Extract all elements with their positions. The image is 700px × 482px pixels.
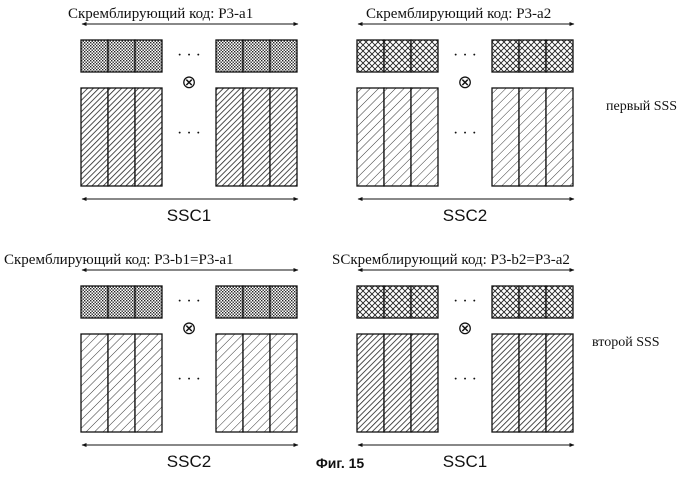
panel-top-right: Скремблирующий код: P3-a2 · · · ⊗ · · · SSC2	[357, 6, 574, 225]
code-cell	[492, 286, 519, 318]
scrambling-code-label: SСкремблирующий код: P3-b2=P3-a2	[332, 252, 570, 268]
code-cell	[357, 40, 384, 72]
code-cell	[108, 40, 135, 72]
code-cell	[519, 286, 546, 318]
code-cell	[546, 286, 573, 318]
sequence-block	[519, 88, 546, 186]
sequence-block	[357, 88, 384, 186]
code-cell	[492, 40, 519, 72]
sequence-block	[492, 88, 519, 186]
multiply-icon: ⊗	[181, 72, 196, 92]
sequence-block	[384, 334, 411, 432]
panel-bottom-right: SСкремблирующий код: P3-b2=P3-a2 · · · ⊗ · …	[332, 252, 574, 471]
code-ellipsis: · · ·	[177, 47, 201, 64]
code-cell	[519, 40, 546, 72]
sequence-block	[108, 334, 135, 432]
sequence-block	[81, 88, 108, 186]
code-cell	[270, 286, 297, 318]
code-cell	[243, 286, 270, 318]
sequence-block	[519, 334, 546, 432]
sequence-block	[243, 88, 270, 186]
code-cell	[243, 40, 270, 72]
sequence-block	[546, 88, 573, 186]
sequence-block	[135, 334, 162, 432]
code-cell	[384, 286, 411, 318]
multiply-icon: ⊗	[457, 318, 472, 338]
block-ellipsis: · · ·	[453, 371, 477, 388]
code-cell	[108, 286, 135, 318]
ssc-label: SSC2	[167, 452, 211, 471]
sequence-block	[384, 88, 411, 186]
scrambling-code-label: Скремблирующий код: P3-b1=P3-a1	[4, 252, 234, 268]
code-ellipsis: · · ·	[453, 47, 477, 64]
block-ellipsis: · · ·	[177, 371, 201, 388]
ssc-label: SSC2	[443, 206, 487, 225]
panels-layer: Скремблирующий код: P3-a1 · · · ⊗ · · · SSC1…	[4, 6, 574, 471]
panel-top-left: Скремблирующий код: P3-a1 · · · ⊗ · · · SSC1	[68, 6, 298, 225]
block-ellipsis: · · ·	[177, 125, 201, 142]
ssc-label: SSC1	[167, 206, 211, 225]
sequence-block	[216, 88, 243, 186]
multiply-icon: ⊗	[457, 72, 472, 92]
panel-bottom-left: Скремблирующий код: P3-b1=P3-a1 · · · ⊗ · ·…	[4, 252, 298, 471]
code-cell	[270, 40, 297, 72]
code-cell	[216, 286, 243, 318]
sequence-block	[492, 334, 519, 432]
sequence-block	[270, 334, 297, 432]
sequence-block	[108, 88, 135, 186]
code-cell	[81, 40, 108, 72]
scrambling-code-label: Скремблирующий код: P3-a2	[366, 6, 551, 22]
code-cell	[135, 40, 162, 72]
sequence-block	[81, 334, 108, 432]
ssc-label: SSC1	[443, 452, 487, 471]
code-cell	[384, 40, 411, 72]
scrambling-code-label: Скремблирующий код: P3-a1	[68, 6, 253, 22]
code-cell	[357, 286, 384, 318]
figure-caption: Фиг. 15	[316, 455, 365, 471]
sequence-block	[243, 334, 270, 432]
second-sss-label: второй SSS	[592, 335, 660, 350]
code-cell	[81, 286, 108, 318]
code-cell	[216, 40, 243, 72]
first-sss-label: первый SSS	[606, 99, 677, 114]
code-cell	[135, 286, 162, 318]
sequence-block	[411, 334, 438, 432]
code-cell	[546, 40, 573, 72]
block-ellipsis: · · ·	[453, 125, 477, 142]
sequence-block	[270, 88, 297, 186]
code-cell	[411, 40, 438, 72]
code-cell	[411, 286, 438, 318]
sequence-block	[411, 88, 438, 186]
sequence-block	[216, 334, 243, 432]
multiply-icon: ⊗	[181, 318, 196, 338]
sequence-block	[546, 334, 573, 432]
code-ellipsis: · · ·	[453, 293, 477, 310]
sequence-block	[357, 334, 384, 432]
code-ellipsis: · · ·	[177, 293, 201, 310]
sequence-block	[135, 88, 162, 186]
